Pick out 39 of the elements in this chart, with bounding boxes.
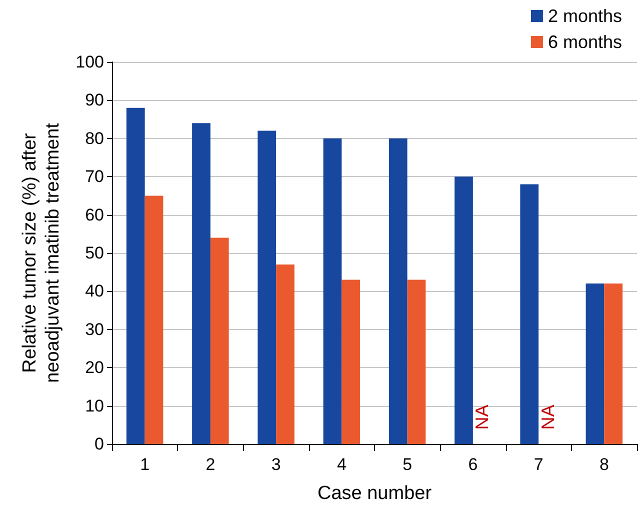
x-tick-label: 4 (336, 455, 346, 474)
bar (323, 138, 342, 444)
bar (192, 123, 210, 444)
y-tick-label: 0 (94, 434, 104, 454)
bar (388, 138, 408, 444)
y-axis-title: Relative tumor size (%) after neoadjuvant imatinib treatment (20, 122, 64, 383)
annotation: NA (538, 404, 558, 430)
y-tick-label: 60 (85, 205, 104, 224)
bar (126, 108, 145, 444)
y-tick-label: 100 (76, 52, 104, 72)
bar (454, 176, 473, 444)
bar (520, 184, 539, 444)
bar (342, 280, 360, 444)
bar (276, 264, 294, 444)
x-tick-label: 1 (140, 455, 150, 474)
bar (258, 130, 276, 444)
y-tick-label: 40 (85, 282, 104, 301)
x-tick-label: 8 (599, 455, 609, 474)
x-tick-label: 5 (402, 455, 412, 474)
y-tick-label: 20 (85, 358, 104, 378)
y-tick-label: 10 (85, 396, 104, 416)
legend-label: 2 months (548, 6, 622, 26)
x-axis-title: Case number (317, 483, 432, 504)
bar (604, 284, 623, 444)
bar (144, 196, 164, 444)
x-tick-label: 2 (206, 455, 216, 474)
x-tick-label: 3 (271, 455, 281, 474)
bar (407, 280, 426, 444)
bar (586, 284, 604, 444)
annotation: NA (472, 404, 492, 430)
y-tick-label: 50 (85, 244, 104, 262)
x-tick-label: 6 (468, 455, 478, 474)
legend-label: 6 months (548, 32, 622, 52)
y-tick-label: 70 (85, 167, 104, 186)
x-tick-label: 7 (534, 455, 544, 474)
y-tick-label: 80 (85, 128, 104, 148)
y-tick-label: 90 (85, 90, 104, 110)
y-tick-label: 30 (85, 320, 104, 339)
bar (210, 238, 229, 444)
